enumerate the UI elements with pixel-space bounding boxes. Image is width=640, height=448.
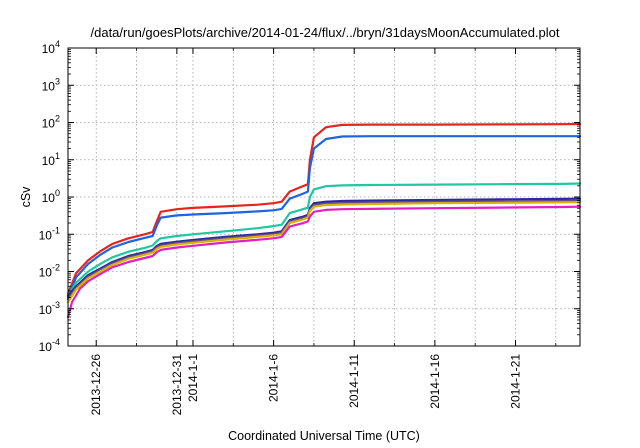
y-tick-base: 10 — [42, 42, 56, 56]
y-tick-base: 10 — [39, 228, 53, 242]
y-tick-exponent: -2 — [52, 263, 60, 273]
y-tick-exponent: 0 — [55, 188, 60, 198]
series-line-3 — [66, 182, 582, 298]
series-line-6 — [66, 201, 582, 304]
x-tick-label: 2014-1-1 — [186, 354, 200, 402]
y-tick-exponent: 4 — [55, 39, 60, 49]
x-tick-label: 2014-1-21 — [508, 354, 522, 409]
grid — [68, 48, 580, 346]
series-line-1 — [66, 122, 582, 295]
y-tick-base: 10 — [39, 303, 53, 317]
y-tick-exponent: 2 — [55, 114, 60, 124]
y-tick-label: 102 — [42, 114, 60, 131]
x-tick-label: 2014-1-6 — [267, 354, 281, 402]
y-axis-label: cSv — [19, 186, 33, 208]
y-tick-base: 10 — [42, 191, 56, 205]
y-tick-label: 10-1 — [39, 225, 60, 242]
y-tick-base: 10 — [42, 79, 56, 93]
series-line-4 — [66, 197, 582, 298]
y-tick-label: 10-2 — [39, 263, 60, 280]
series-layer — [66, 122, 582, 319]
y-tick-exponent: -3 — [52, 300, 60, 310]
y-tick-base: 10 — [42, 154, 56, 168]
series-line-7 — [66, 205, 582, 319]
y-tick-base: 10 — [42, 117, 56, 131]
x-tick-label: 2013-12-26 — [89, 354, 103, 416]
x-tick-label: 2013-12-31 — [170, 354, 184, 416]
y-tick-label: 104 — [42, 39, 60, 56]
x-axis-label: Coordinated Universal Time (UTC) — [228, 429, 420, 443]
x-tick-labels: 2013-12-26 2013-12-31 2014-1-1 2014-1-6 2014… — [89, 354, 522, 416]
y-tick-base: 10 — [39, 340, 53, 354]
series-line-5 — [66, 199, 582, 301]
y-tick-exponent: 1 — [55, 151, 60, 161]
axis-ticks — [68, 47, 580, 347]
chart-title: /data/run/goesPlots/archive/2014-01-24/f… — [91, 25, 560, 40]
x-tick-label: 2014-1-16 — [428, 354, 442, 409]
y-tick-label: 100 — [42, 188, 60, 205]
y-tick-label: 103 — [42, 76, 60, 93]
y-tick-label: 10-4 — [39, 337, 60, 354]
series-line-2 — [66, 135, 582, 299]
y-tick-exponent: 3 — [55, 76, 60, 86]
y-tick-exponent: -4 — [52, 337, 60, 347]
x-tick-label: 2014-1-11 — [347, 354, 361, 408]
y-tick-base: 10 — [39, 266, 53, 280]
y-tick-label: 10-3 — [39, 300, 60, 317]
y-tick-label: 101 — [42, 151, 60, 168]
y-tick-exponent: -1 — [52, 225, 60, 235]
